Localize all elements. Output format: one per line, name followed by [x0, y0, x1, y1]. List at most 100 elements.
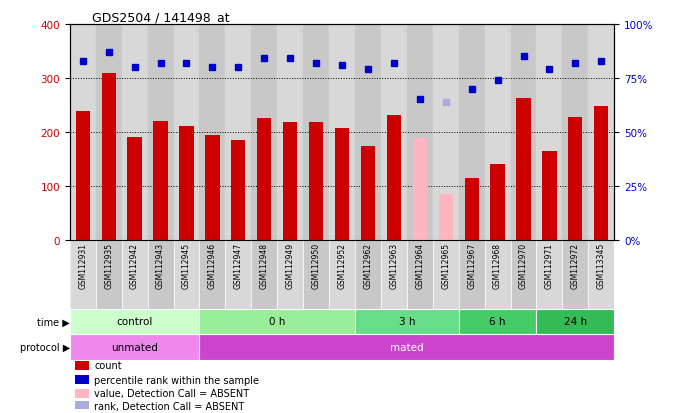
Text: value, Detection Call = ABSENT: value, Detection Call = ABSENT: [94, 388, 249, 398]
Text: GSM112948: GSM112948: [260, 242, 269, 288]
Text: unmated: unmated: [111, 342, 158, 352]
Bar: [537, 309, 614, 335]
Bar: [257, 119, 272, 240]
Text: rank, Detection Call = ABSENT: rank, Detection Call = ABSENT: [94, 401, 244, 411]
Bar: [102, 74, 116, 240]
Bar: [563, 240, 588, 309]
Text: GSM112950: GSM112950: [311, 242, 320, 288]
Bar: [588, 240, 614, 309]
Text: GSM112931: GSM112931: [78, 242, 87, 288]
Bar: [381, 240, 407, 309]
Bar: [200, 309, 355, 335]
Text: GSM112935: GSM112935: [104, 242, 113, 288]
Text: 24 h: 24 h: [564, 317, 587, 327]
Bar: [147, 240, 174, 309]
Text: time ▶: time ▶: [37, 317, 70, 327]
Bar: [200, 25, 225, 240]
Bar: [484, 240, 510, 309]
Bar: [438, 195, 453, 240]
Bar: [225, 240, 251, 309]
Text: GSM112964: GSM112964: [415, 242, 424, 288]
Bar: [303, 240, 329, 309]
Bar: [303, 25, 329, 240]
Text: GSM112962: GSM112962: [364, 242, 373, 288]
Bar: [174, 25, 200, 240]
Bar: [303, 240, 329, 309]
Text: GSM113345: GSM113345: [597, 242, 606, 289]
Bar: [179, 127, 193, 240]
Bar: [537, 240, 563, 309]
Bar: [96, 240, 121, 309]
Bar: [517, 99, 530, 240]
Bar: [70, 309, 200, 335]
Bar: [277, 240, 303, 309]
Bar: [154, 122, 168, 240]
Bar: [70, 240, 96, 309]
Bar: [563, 240, 588, 309]
Bar: [568, 117, 582, 240]
Bar: [96, 240, 121, 309]
Bar: [70, 335, 200, 360]
Text: mated: mated: [390, 342, 424, 352]
Bar: [75, 401, 89, 411]
Bar: [121, 25, 147, 240]
Bar: [329, 240, 355, 309]
Bar: [484, 25, 510, 240]
Text: count: count: [94, 360, 122, 370]
Bar: [121, 240, 147, 309]
Bar: [225, 240, 251, 309]
Bar: [147, 240, 174, 309]
Text: GSM112946: GSM112946: [208, 242, 217, 288]
Text: GSM112968: GSM112968: [493, 242, 502, 288]
Bar: [147, 25, 174, 240]
Bar: [205, 136, 219, 240]
Bar: [225, 25, 251, 240]
Bar: [174, 240, 200, 309]
Text: control: control: [117, 317, 153, 327]
Bar: [361, 147, 375, 240]
Text: GSM112942: GSM112942: [130, 242, 139, 288]
Bar: [70, 25, 96, 240]
Bar: [588, 25, 614, 240]
Bar: [459, 309, 537, 335]
Bar: [588, 240, 614, 309]
Text: GSM112947: GSM112947: [234, 242, 243, 288]
Bar: [329, 240, 355, 309]
Text: GDS2504 / 141498_at: GDS2504 / 141498_at: [91, 11, 229, 24]
Bar: [355, 240, 381, 309]
Bar: [200, 240, 225, 309]
Bar: [309, 123, 323, 240]
Bar: [433, 25, 459, 240]
Bar: [563, 25, 588, 240]
Bar: [335, 129, 349, 240]
Bar: [433, 240, 459, 309]
Bar: [465, 178, 479, 240]
Bar: [128, 138, 142, 240]
Text: GSM112972: GSM112972: [571, 242, 580, 288]
Text: GSM112945: GSM112945: [182, 242, 191, 288]
Bar: [355, 309, 459, 335]
Text: GSM112943: GSM112943: [156, 242, 165, 288]
Text: GSM112967: GSM112967: [467, 242, 476, 288]
Bar: [174, 240, 200, 309]
Bar: [491, 165, 505, 240]
Bar: [329, 25, 355, 240]
Bar: [70, 240, 96, 309]
Text: protocol ▶: protocol ▶: [20, 342, 70, 352]
Text: percentile rank within the sample: percentile rank within the sample: [94, 375, 259, 385]
Bar: [200, 335, 614, 360]
Bar: [75, 375, 89, 385]
Text: GSM112963: GSM112963: [389, 242, 399, 288]
Bar: [251, 25, 277, 240]
Bar: [96, 25, 121, 240]
Text: 3 h: 3 h: [399, 317, 415, 327]
Text: GSM112971: GSM112971: [545, 242, 554, 288]
Text: GSM112949: GSM112949: [285, 242, 295, 288]
Text: GSM112970: GSM112970: [519, 242, 528, 288]
Bar: [594, 107, 609, 240]
Bar: [413, 139, 427, 240]
Bar: [355, 25, 381, 240]
Bar: [251, 240, 277, 309]
Text: GSM112965: GSM112965: [441, 242, 450, 288]
Bar: [407, 240, 433, 309]
